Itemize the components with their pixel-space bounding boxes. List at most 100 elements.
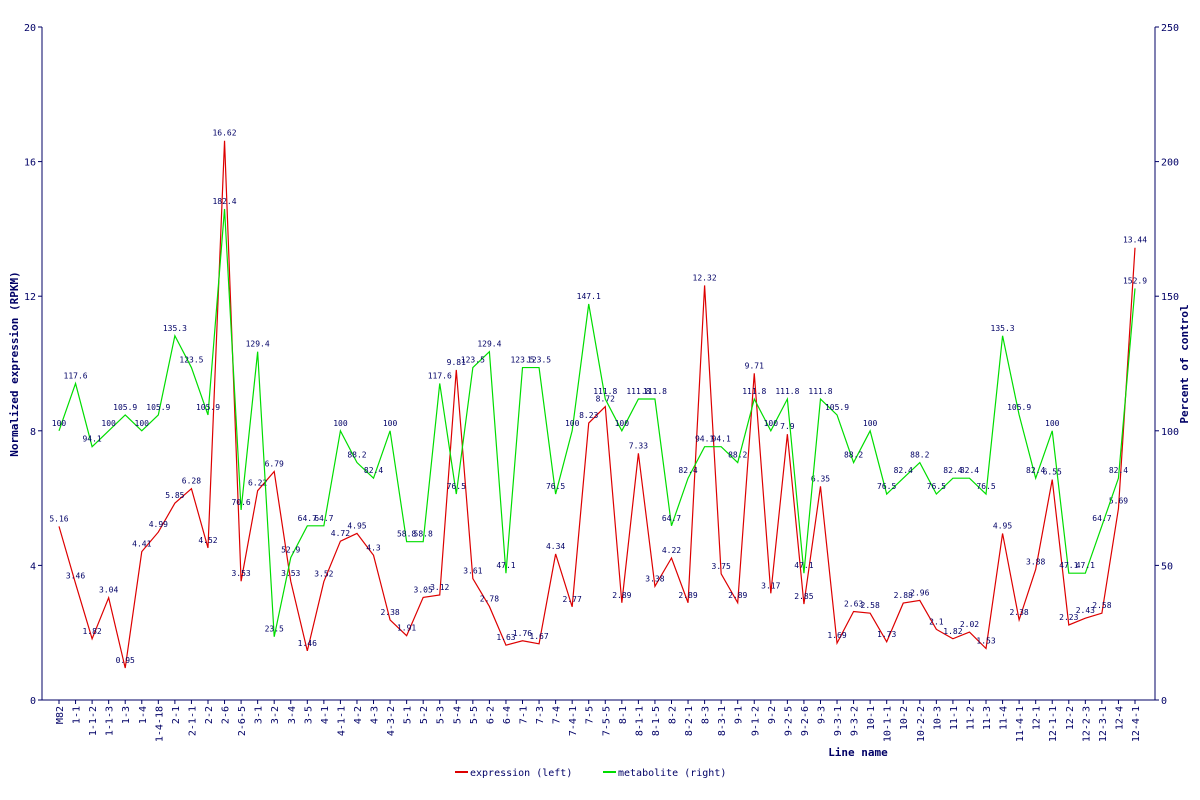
data-label: 135.3 bbox=[163, 324, 187, 333]
x-tick-label: 4-1 bbox=[320, 706, 331, 724]
data-label: 64.7 bbox=[1092, 514, 1111, 523]
x-tick-label: 7-4 bbox=[552, 706, 563, 724]
data-label: 1.91 bbox=[397, 624, 416, 633]
data-label: 6.35 bbox=[811, 474, 830, 483]
x-tick-label: 8-1-5 bbox=[651, 706, 662, 736]
x-tick-label: 11-2 bbox=[965, 706, 976, 730]
x-tick-label: 7-5 bbox=[585, 706, 596, 724]
x-tick-label: 5-2 bbox=[419, 706, 430, 724]
data-label: 1.69 bbox=[827, 631, 846, 640]
data-label: 3.04 bbox=[99, 586, 118, 595]
x-tick-label: 5-5 bbox=[469, 706, 480, 724]
data-label: 2.58 bbox=[1092, 601, 1111, 610]
x-tick-label: 9-3 bbox=[816, 706, 827, 724]
data-label: 111.8 bbox=[643, 387, 667, 396]
x-tick-label: 12-3-1 bbox=[1098, 706, 1109, 742]
y-tick-label: 8 bbox=[30, 427, 36, 438]
data-label: 2.23 bbox=[1059, 613, 1078, 622]
data-label: 9.81 bbox=[447, 358, 466, 367]
data-label: 4.22 bbox=[662, 546, 681, 555]
data-label: 76.5 bbox=[877, 482, 896, 491]
data-label: 2.89 bbox=[728, 591, 747, 600]
y2-axis-title: Percent of control bbox=[1178, 304, 1191, 423]
data-label: 117.6 bbox=[428, 371, 452, 380]
data-label: 47.1 bbox=[794, 561, 813, 570]
data-label: 2.1 bbox=[929, 617, 944, 626]
x-tick-label: 10-1-1 bbox=[883, 706, 894, 742]
data-label: 152.9 bbox=[1123, 276, 1147, 285]
data-label: 135.3 bbox=[991, 324, 1015, 333]
data-label: 2.78 bbox=[480, 594, 499, 603]
data-label: 100 bbox=[383, 419, 398, 428]
data-label: 3.52 bbox=[314, 570, 333, 579]
x-tick-label: 9-3-1 bbox=[833, 706, 844, 736]
data-label: 64.7 bbox=[662, 514, 681, 523]
data-label: 82.4 bbox=[364, 466, 383, 475]
data-label: 7.33 bbox=[629, 441, 648, 450]
data-label: 4.95 bbox=[993, 521, 1012, 530]
data-label: 1.46 bbox=[298, 639, 317, 648]
x-tick-label: 1-4 bbox=[138, 706, 149, 724]
data-label: 2.96 bbox=[910, 588, 929, 597]
y2-tick-label: 0 bbox=[1161, 696, 1167, 707]
data-label: 100 bbox=[52, 419, 67, 428]
data-label: 2.63 bbox=[844, 600, 863, 609]
data-label: 82.4 bbox=[678, 466, 697, 475]
x-tick-label: 9-1-2 bbox=[750, 706, 761, 736]
data-label: 123.5 bbox=[179, 356, 203, 365]
x-tick-label: 12-1 bbox=[1032, 706, 1043, 730]
data-label: 1.63 bbox=[496, 633, 515, 642]
x-tick-label: 9-1 bbox=[734, 706, 745, 724]
data-label: 47.1 bbox=[1059, 561, 1078, 570]
data-label: 2.85 bbox=[794, 592, 813, 601]
data-label: 105.9 bbox=[1007, 403, 1031, 412]
x-axis-title: Line name bbox=[828, 746, 888, 759]
data-label: 3.12 bbox=[430, 583, 449, 592]
x-tick-label: 1-1-3 bbox=[105, 706, 116, 736]
y-axis-title: Normalized expression (RPKM) bbox=[8, 271, 21, 456]
data-label: 6.79 bbox=[265, 460, 284, 469]
data-label: 100 bbox=[863, 419, 878, 428]
x-tick-label: 10-2 bbox=[899, 706, 910, 730]
x-tick-label: 10-3 bbox=[932, 706, 943, 730]
data-label: 6.55 bbox=[1043, 468, 1062, 477]
data-label: 111.8 bbox=[775, 387, 799, 396]
data-label: 100 bbox=[135, 419, 150, 428]
y-tick-label: 20 bbox=[24, 23, 36, 34]
data-label: 47.1 bbox=[1076, 561, 1095, 570]
data-label: 4.99 bbox=[149, 520, 168, 529]
x-tick-label: 1-1-2 bbox=[88, 706, 99, 736]
x-tick-label: 12-1-1 bbox=[1048, 706, 1059, 742]
data-label: 82.4 bbox=[943, 466, 962, 475]
data-label: 3.46 bbox=[66, 572, 85, 581]
data-label: 100 bbox=[615, 419, 630, 428]
data-label: 3.38 bbox=[645, 574, 664, 583]
x-tick-label: 8-1 bbox=[618, 706, 629, 724]
y-tick-label: 16 bbox=[24, 158, 36, 169]
data-label: 1.73 bbox=[877, 630, 896, 639]
x-tick-label: 2-2 bbox=[204, 706, 215, 724]
data-label: 111.8 bbox=[808, 387, 832, 396]
x-tick-label: 3-5 bbox=[303, 706, 314, 724]
x-tick-label: 4-3-2 bbox=[386, 706, 397, 736]
x-tick-label: 9-3-2 bbox=[850, 706, 861, 736]
data-label: 111.8 bbox=[593, 387, 617, 396]
x-tick-label: 11-4-1 bbox=[1015, 706, 1026, 742]
data-label: 52.9 bbox=[281, 546, 300, 555]
data-label: 94.1 bbox=[82, 435, 101, 444]
data-label: 4.3 bbox=[366, 543, 381, 552]
data-label: 2.02 bbox=[960, 620, 979, 629]
x-tick-label: 10-2-2 bbox=[916, 706, 927, 742]
data-label: 1.76 bbox=[513, 629, 532, 638]
x-tick-label: 11-1 bbox=[949, 706, 960, 730]
data-label: 70.6 bbox=[231, 498, 250, 507]
data-label: 88.2 bbox=[910, 451, 929, 460]
data-label: 64.7 bbox=[298, 514, 317, 523]
x-tick-label: 3-4 bbox=[287, 706, 298, 724]
x-tick-label: 6-4 bbox=[502, 706, 513, 724]
data-label: 3.17 bbox=[761, 581, 780, 590]
x-tick-label: 5-3 bbox=[436, 706, 447, 724]
data-label: 3.88 bbox=[1026, 557, 1045, 566]
data-label: 82.4 bbox=[960, 466, 979, 475]
